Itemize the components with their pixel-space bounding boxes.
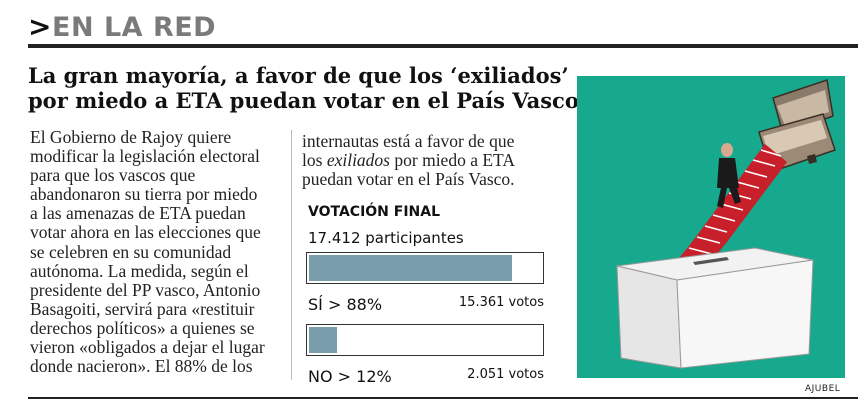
body-line: a las amenazas de ETA puedan: [30, 203, 246, 224]
section-label: EN LA RED: [52, 12, 217, 43]
article-body-column-2: internautas está a favor de que los exil…: [302, 131, 552, 190]
poll-bar-fill-no: [309, 327, 337, 353]
suitcase-lining: [777, 90, 829, 126]
suitcase-inside: [763, 120, 827, 156]
body-line: vieron «obligados a dejar el lugar: [30, 337, 265, 358]
poll-bar-fill-yes: [309, 255, 512, 281]
poll-bar-no: [306, 324, 544, 356]
man-head: [721, 143, 733, 157]
body-line: Basagoiti, servirá para «restituir: [30, 298, 255, 319]
body-line: donde nacieron». El 88% de los: [30, 356, 253, 377]
bottom-rule: [28, 397, 858, 399]
section-header: > EN LA RED: [28, 8, 858, 48]
body-line: presidente del PP vasco, Antonio: [30, 279, 261, 300]
body-line: para que los vascos que: [30, 165, 196, 186]
body-line: modificar la legislación electoral: [30, 146, 260, 167]
chevron-right-icon: >: [28, 10, 52, 43]
headline-line-2: por miedo a ETA puedan votar en el País …: [28, 88, 579, 113]
body-line: votar ahora en las elecciones que: [30, 222, 261, 243]
body-line: se celebren en su comunidad: [30, 241, 232, 262]
poll-option-no-label: NO > 12%: [308, 367, 392, 386]
article-illustration: [577, 76, 845, 378]
suitcase-clasp: [807, 154, 817, 164]
poll-option-yes-label: SÍ > 88%: [308, 295, 383, 314]
poll-option-yes-votes: 15.361 votos: [458, 295, 544, 310]
body-line: derechos políticos» a quienes se: [30, 317, 255, 338]
poll-bar-yes: [306, 252, 544, 284]
body-line: internautas está a favor de que: [302, 131, 515, 151]
body-line: los exiliados por miedo a ETA: [302, 150, 515, 171]
column-divider: [291, 130, 292, 380]
headline-line-1: La gran mayoría, a favor de que los ‘exi…: [28, 63, 569, 88]
ballot-box-front: [616, 265, 682, 369]
ballot-box-staircase-illustration: [616, 79, 836, 369]
body-line: puedan votar en el País Vasco.: [302, 169, 515, 190]
article-body-column-1: El Gobierno de Rajoy quiere modificar la…: [30, 127, 280, 377]
man-coat: [717, 158, 739, 188]
man-leg: [717, 188, 727, 208]
illustration-credit: AJUBEL: [805, 384, 841, 394]
emphasis-text: exiliados: [326, 150, 390, 171]
red-carpet: [667, 144, 787, 276]
poll-participants: 17.412 participantes: [308, 229, 464, 247]
poll-title: VOTACIÓN FINAL: [308, 204, 441, 220]
article-headline[interactable]: La gran mayoría, a favor de que los ‘exi…: [28, 63, 579, 113]
ballot-box-side: [676, 259, 814, 369]
poll-option-no-votes: 2.051 votos: [467, 367, 544, 382]
body-line: autónoma. La medida, según el: [30, 260, 249, 281]
body-line: El Gobierno de Rajoy quiere: [30, 127, 232, 147]
body-line: abandonaron su tierra por miedo: [30, 184, 258, 205]
man-leg: [729, 188, 741, 204]
ballot-slot: [693, 257, 729, 265]
